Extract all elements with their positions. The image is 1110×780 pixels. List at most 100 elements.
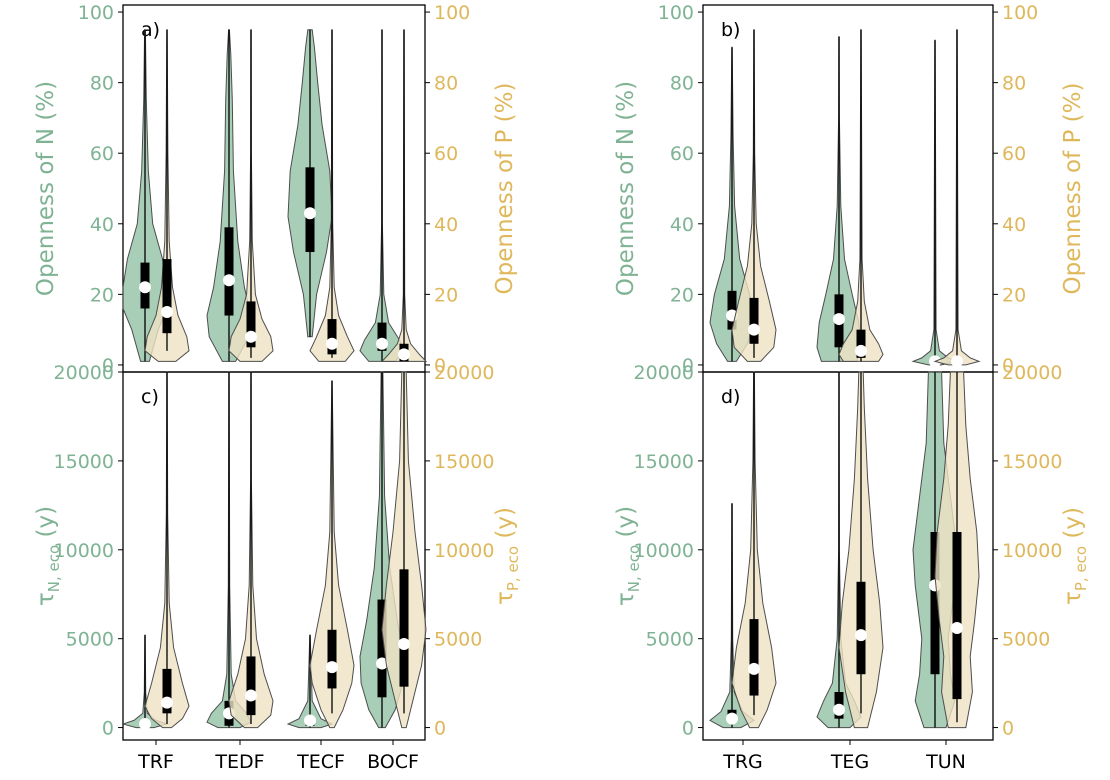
- median-dot-n-tedf: [223, 274, 235, 287]
- y-left-tick-label: 20: [670, 284, 694, 306]
- median-dot-p-tun: [951, 355, 963, 368]
- y-left-axis-label: Openness of N (%): [33, 81, 59, 296]
- panel-label: b): [721, 19, 740, 41]
- y-left-tick-label: 0: [682, 355, 694, 377]
- iqr-box-p-tedf: [246, 656, 256, 716]
- y-left-tick-label: 5000: [66, 629, 114, 651]
- y-left-tick-label: 40: [90, 214, 114, 236]
- x-tick-label-trg: TRG: [722, 751, 763, 773]
- iqr-box-p-tun: [952, 532, 962, 700]
- y-left-tick-label: 20: [90, 284, 114, 306]
- y-right-tick-label: 10000: [434, 540, 494, 562]
- y-right-tick-label: 0: [434, 355, 446, 377]
- y-left-tick-label: 60: [90, 143, 114, 165]
- y-left-axis-label: Openness of N (%): [613, 81, 639, 296]
- median-dot-n-bocf: [376, 337, 388, 350]
- y-right-tick-label: 0: [434, 718, 446, 740]
- iqr-box-p-teg: [856, 329, 866, 358]
- y-left-tick-label: 100: [658, 2, 694, 24]
- median-dot-p-bocf: [398, 638, 410, 650]
- plot-frame: [122, 371, 426, 741]
- median-dot-n-teg: [833, 703, 845, 716]
- panel-label: d): [721, 386, 740, 408]
- y-right-tick-label: 5000: [1002, 629, 1050, 651]
- y-right-axis-label-unit: (y): [492, 507, 518, 546]
- iqr-box-p-trg: [749, 619, 759, 696]
- y-right-axis-label: τP, eco (y): [1060, 507, 1090, 605]
- median-dot-p-teg: [855, 629, 867, 642]
- y-right-axis-label: τP, eco (y): [492, 507, 522, 605]
- y-left-tick-label: 15000: [634, 451, 694, 473]
- median-dot-p-tun: [951, 622, 963, 634]
- y-right-axis-label-symbol: τ: [1060, 591, 1086, 605]
- median-dot-n-tecf: [304, 207, 316, 220]
- median-dot-n-trf: [139, 718, 151, 730]
- panel-a: 0 20 40 60 80 100 0 20 40 60 80 100 Openness of N (%…: [33, 2, 518, 377]
- y-right-tick-label: 40: [1002, 214, 1026, 236]
- median-dot-p-tecf: [326, 337, 338, 350]
- iqr-box-p-trf: [162, 668, 172, 714]
- y-left-axis-label-subscript: N, eco: [625, 545, 643, 592]
- y-right-tick-label: 60: [434, 143, 458, 165]
- iqr-box-p-tecf: [327, 629, 337, 689]
- iqr-box-p-tedf: [246, 301, 256, 348]
- x-tick-label-trf: TRF: [137, 751, 174, 773]
- x-tick-label-teg: TEG: [830, 751, 869, 773]
- y-right-tick-label: 0: [1002, 718, 1014, 740]
- y-left-tick-label: 0: [102, 355, 114, 377]
- y-left-tick-label: 20000: [54, 362, 114, 384]
- y-right-axis-label-unit: (y): [1060, 507, 1086, 546]
- y-left-tick-label: 5000: [646, 629, 694, 651]
- y-right-tick-label: 20000: [434, 362, 494, 384]
- y-right-tick-label: 40: [434, 214, 458, 236]
- median-dot-n-trf: [139, 281, 151, 294]
- x-tick-label-bocf: BOCF: [367, 751, 419, 773]
- x-tick-label-tun: TUN: [925, 751, 966, 773]
- y-right-tick-label: 60: [1002, 143, 1026, 165]
- y-right-tick-label: 80: [434, 73, 458, 95]
- y-right-tick-label: 100: [1002, 2, 1038, 24]
- y-left-axis-label-symbol: τ: [33, 592, 59, 606]
- iqr-box-p-trf: [162, 259, 172, 334]
- plot-frame: [702, 371, 994, 741]
- panel-label: c): [141, 386, 159, 408]
- y-left-tick-label: 60: [670, 143, 694, 165]
- y-left-tick-label: 15000: [54, 451, 114, 473]
- median-dot-p-tecf: [326, 661, 338, 674]
- iqr-box-p-trg: [749, 297, 759, 344]
- y-left-axis-label-unit: (y): [33, 506, 59, 545]
- iqr-box-n-bocf: [377, 322, 387, 351]
- median-dot-p-teg: [855, 344, 867, 357]
- y-left-tick-label: 0: [102, 718, 114, 740]
- iqr-box-p-bocf: [399, 569, 409, 687]
- y-right-axis-label-symbol: τ: [492, 591, 518, 605]
- x-tick-label-tedf: TEDF: [214, 751, 264, 773]
- y-left-tick-label: 10000: [634, 540, 694, 562]
- y-right-tick-label: 100: [434, 2, 470, 24]
- y-right-tick-label: 5000: [434, 629, 482, 651]
- iqr-box-p-teg: [856, 581, 866, 675]
- y-right-tick-label: 80: [1002, 73, 1026, 95]
- y-right-tick-label: 10000: [1002, 540, 1062, 562]
- y-left-axis-label: τN, eco (y): [33, 506, 63, 606]
- median-dot-p-trf: [161, 696, 173, 709]
- y-right-axis-label: Openness of P (%): [1060, 83, 1086, 295]
- y-right-axis-label-subscript: P, eco: [504, 546, 522, 591]
- y-left-tick-label: 80: [670, 73, 694, 95]
- y-right-tick-label: 20000: [1002, 362, 1062, 384]
- x-tick-label-tecf: TECF: [296, 751, 345, 773]
- y-right-tick-label: 15000: [1002, 451, 1062, 473]
- panel-c: 0 5000 10000 15000 20000 0 5000 10000 15000 20000…: [33, 362, 522, 773]
- y-right-axis-label: Openness of P (%): [492, 83, 518, 295]
- y-right-tick-label: 20: [1002, 284, 1026, 306]
- y-right-tick-label: 20: [434, 284, 458, 306]
- y-right-tick-label: 15000: [434, 451, 494, 473]
- panel-label: a): [141, 19, 160, 41]
- median-dot-n-tecf: [304, 714, 316, 727]
- y-right-tick-label: 0: [1002, 355, 1014, 377]
- iqr-box-n-bocf: [377, 599, 387, 698]
- y-left-axis-label-subscript: N, eco: [45, 545, 63, 592]
- y-left-tick-label: 100: [78, 2, 114, 24]
- median-dot-p-trg: [748, 323, 760, 336]
